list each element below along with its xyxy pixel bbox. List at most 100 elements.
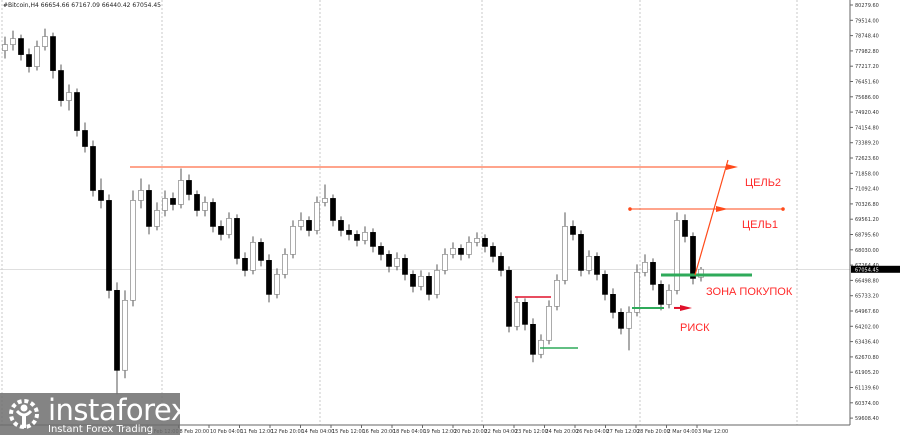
candle-body xyxy=(666,290,672,305)
candle xyxy=(482,234,488,253)
x-tick-label: 22 Feb 04:00 xyxy=(485,429,518,435)
candle-body xyxy=(642,262,648,273)
candle xyxy=(250,236,256,275)
candle xyxy=(2,36,8,59)
logo-brand: instaforex xyxy=(48,393,188,427)
candle xyxy=(18,34,24,61)
candle-body xyxy=(154,210,160,227)
candle-body xyxy=(626,311,632,329)
candles xyxy=(2,28,704,395)
risk-label: РИСК xyxy=(680,322,710,334)
candle-body xyxy=(418,276,424,287)
candle-body xyxy=(26,54,32,67)
grid-lines xyxy=(0,0,850,425)
y-tick-label: 78748.40 xyxy=(855,34,879,40)
candle xyxy=(34,40,40,71)
candle xyxy=(498,252,504,277)
candle-body xyxy=(602,274,608,295)
candle-body xyxy=(450,248,456,255)
candle-body xyxy=(106,200,112,291)
candle xyxy=(338,216,344,237)
candle-body xyxy=(650,262,656,285)
candle-body xyxy=(50,36,56,71)
candle-body xyxy=(410,274,416,287)
candle-body xyxy=(162,198,168,211)
y-tick-label: 63436.40 xyxy=(855,340,879,346)
candle xyxy=(122,290,128,379)
y-tick-label: 68030.00 xyxy=(855,248,879,254)
candle-body xyxy=(210,202,216,227)
candle xyxy=(674,212,680,295)
candle xyxy=(642,254,648,277)
x-tick-label: 23 Feb 12:00 xyxy=(515,429,548,435)
candle xyxy=(466,236,472,259)
candle-body xyxy=(282,254,288,275)
candle xyxy=(10,30,16,51)
candle-body xyxy=(74,92,80,131)
risk-arrow xyxy=(680,304,692,311)
candle-body xyxy=(266,260,272,295)
candle-body xyxy=(690,236,696,279)
candle-body xyxy=(258,242,264,261)
candle xyxy=(682,214,688,243)
current-price-label: 67054.45 xyxy=(855,267,879,273)
candle-body xyxy=(586,256,592,271)
x-tick-label: 10 Feb 04:00 xyxy=(210,429,243,435)
candle-body xyxy=(466,242,472,255)
candle xyxy=(450,242,456,259)
x-tick-label: 26 Feb 04:00 xyxy=(576,429,609,435)
candle xyxy=(82,122,88,153)
candle xyxy=(186,174,192,201)
candle xyxy=(274,268,280,299)
candle xyxy=(378,242,384,261)
candle-body xyxy=(674,220,680,291)
candle xyxy=(50,32,56,79)
candle-body xyxy=(562,226,568,281)
candle-body xyxy=(498,256,504,271)
candle xyxy=(138,178,144,209)
candle xyxy=(258,238,264,267)
candle-body xyxy=(610,294,616,313)
x-tick-label: 24 Feb 20:00 xyxy=(546,429,579,435)
candle-body xyxy=(514,302,520,327)
candle xyxy=(146,184,152,235)
candle xyxy=(386,250,392,273)
x-tick-label: 15 Feb 12:00 xyxy=(332,429,365,435)
candle xyxy=(426,272,432,301)
candle xyxy=(346,224,352,241)
candle-body xyxy=(378,246,384,255)
candle xyxy=(578,230,584,277)
x-tick-label: 28 Feb 20:00 xyxy=(637,429,670,435)
candle-body xyxy=(170,198,176,205)
candle-body xyxy=(482,238,488,247)
candle-body xyxy=(274,274,280,295)
candle xyxy=(410,270,416,293)
candle-body xyxy=(546,306,552,341)
target2-arrow xyxy=(726,164,738,171)
y-tick-label: 62670.80 xyxy=(855,355,879,361)
candle xyxy=(626,306,632,351)
buy-zone-label: ЗОНА ПОКУПОК xyxy=(706,286,793,298)
y-tick-label: 79514.00 xyxy=(855,18,879,24)
candle-body xyxy=(146,190,152,227)
symbol-label: #Bitcoin,H4 xyxy=(3,2,39,9)
candle-body xyxy=(34,46,40,67)
candle-body xyxy=(338,220,344,231)
candle xyxy=(442,248,448,275)
x-tick-label: 14 Feb 04:00 xyxy=(302,429,335,435)
candle-body xyxy=(354,234,360,241)
candle-body xyxy=(226,218,232,235)
y-tick-label: 61139.60 xyxy=(855,386,879,392)
candle xyxy=(522,298,528,331)
candle xyxy=(218,220,224,241)
chart-header: #Bitcoin,H4 66654.66 67167.09 66440.42 6… xyxy=(3,2,161,9)
candle xyxy=(506,266,512,333)
candle-body xyxy=(58,70,64,101)
candle-body xyxy=(370,232,376,247)
candle-body xyxy=(394,258,400,267)
y-tick-label: 60374.00 xyxy=(855,401,879,407)
candle xyxy=(594,252,600,281)
y-tick-label: 59608.40 xyxy=(855,416,879,422)
candle-body xyxy=(658,284,664,305)
candle-body xyxy=(98,190,104,201)
